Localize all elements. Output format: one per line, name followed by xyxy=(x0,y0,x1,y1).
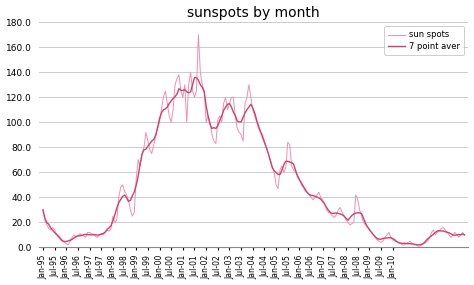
Line: sun spots: sun spots xyxy=(43,35,465,246)
sun spots xyxy=(217,114,223,118)
7 point aver xyxy=(191,76,197,79)
Line: 7 point aver: 7 point aver xyxy=(43,78,465,245)
7 point aver xyxy=(341,214,347,218)
7 point aver xyxy=(190,83,195,86)
sun spots xyxy=(40,208,46,211)
7 point aver xyxy=(425,237,430,241)
7 point aver xyxy=(133,184,139,187)
7 point aver xyxy=(217,119,223,122)
sun spots xyxy=(462,233,467,237)
sun spots xyxy=(94,236,100,239)
sun spots xyxy=(415,245,421,248)
Title: sunspots by month: sunspots by month xyxy=(187,5,320,20)
7 point aver xyxy=(94,233,100,237)
7 point aver xyxy=(415,243,421,247)
sun spots xyxy=(425,239,430,243)
Legend: sun spots, 7 point aver: sun spots, 7 point aver xyxy=(384,26,464,55)
sun spots xyxy=(341,214,347,218)
sun spots xyxy=(196,33,201,36)
sun spots xyxy=(190,89,195,93)
sun spots xyxy=(133,177,139,180)
7 point aver xyxy=(40,208,46,211)
7 point aver xyxy=(462,233,467,237)
